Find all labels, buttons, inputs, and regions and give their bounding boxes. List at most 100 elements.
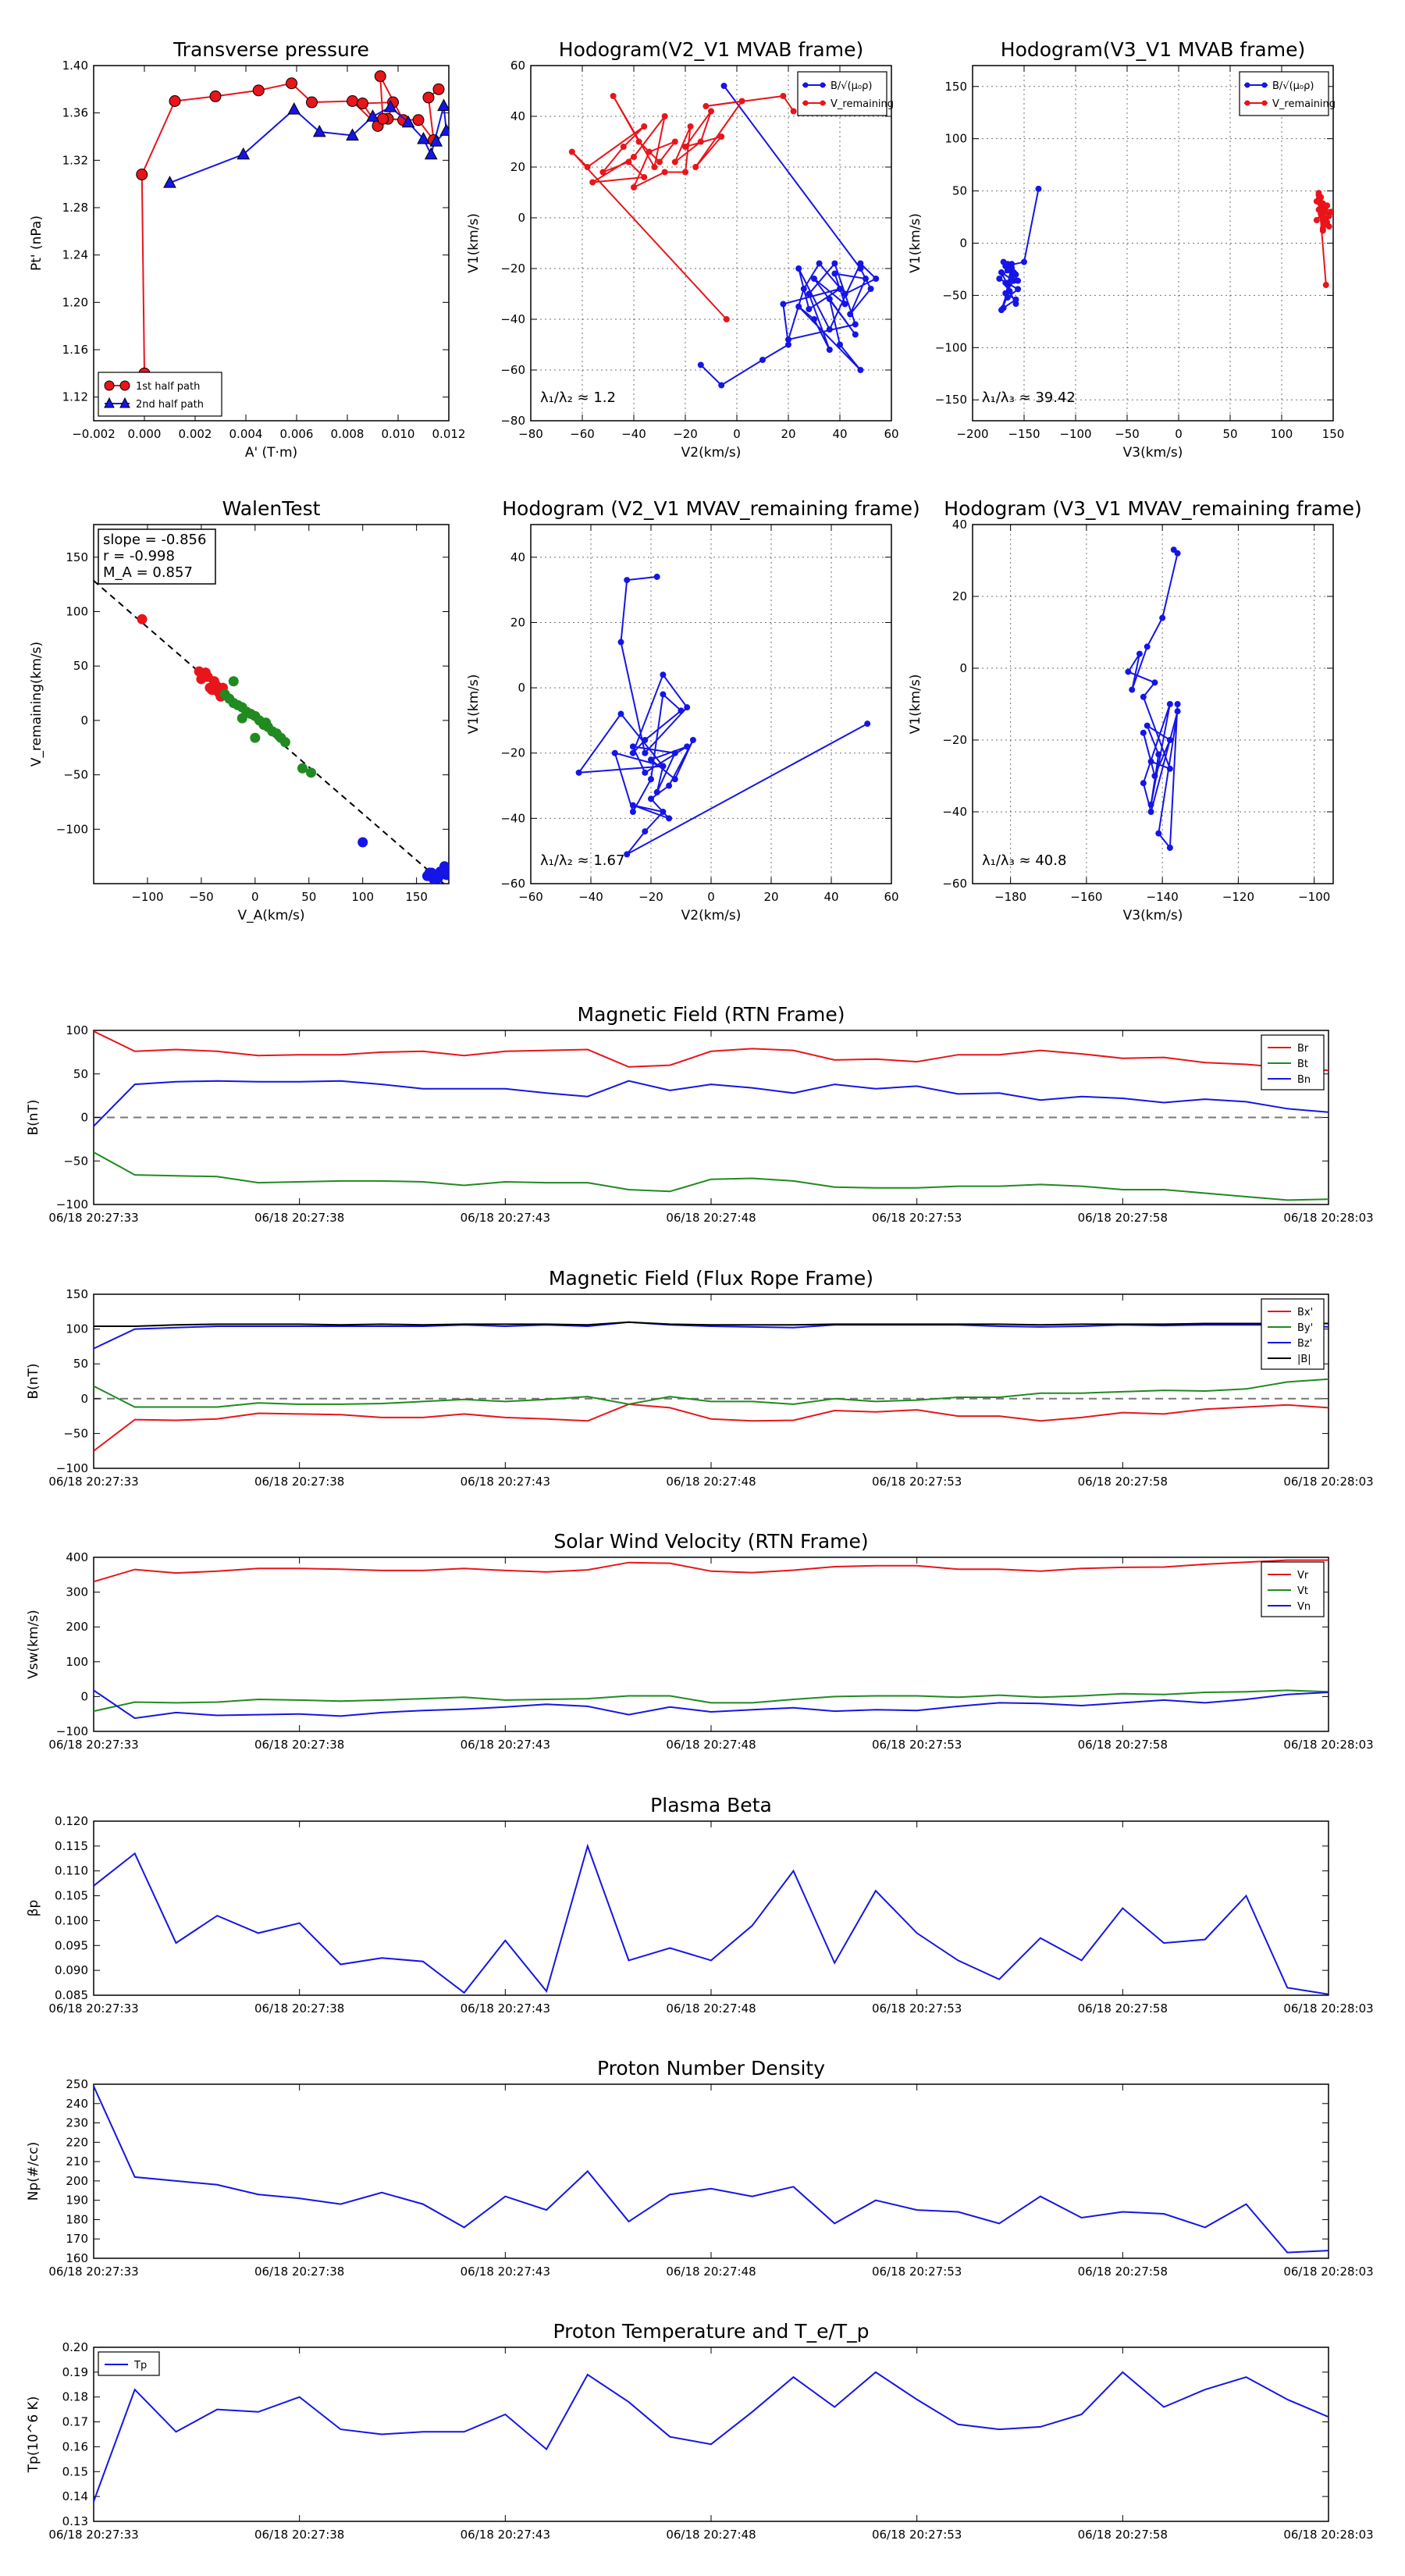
data-point [1318, 194, 1325, 201]
legend-label: Br [1297, 1043, 1309, 1055]
data-point [841, 301, 848, 308]
data-point [1144, 643, 1151, 650]
data-point [1147, 801, 1154, 808]
y-tick-label: 0.095 [55, 1938, 88, 1952]
y-tick-label: 0 [959, 661, 967, 675]
y-tick-label: 20 [952, 589, 967, 603]
data-point [718, 133, 725, 140]
data-point [1166, 737, 1173, 743]
y-axis-label: V_remaining(km/s) [29, 642, 44, 767]
legend-marker [802, 82, 809, 88]
data-point [424, 147, 438, 160]
data-point [575, 769, 582, 776]
y-tick-label: 150 [944, 80, 967, 94]
data-point [1166, 765, 1173, 772]
x-tick-label: −160 [1070, 890, 1102, 904]
series-line-vr [94, 1559, 1329, 1583]
x-tick-label: 0.010 [382, 427, 415, 441]
data-point [237, 147, 251, 160]
data-point [678, 707, 685, 714]
data-point [346, 128, 359, 141]
x-tick-label: 50 [301, 890, 316, 904]
data-point [785, 341, 791, 348]
x-tick-label: 60 [884, 427, 898, 441]
y-tick-label: 0 [80, 1689, 88, 1703]
data-point [617, 710, 624, 717]
data-point [441, 870, 449, 881]
x-tick-label: 06/18 20:27:38 [254, 2001, 344, 2016]
x-tick-label: −200 [956, 427, 988, 441]
data-point [790, 108, 797, 115]
plot-frame [93, 1293, 1329, 1469]
legend-label: B/√(μ₀ρ) [831, 80, 872, 92]
y-tick-label: 0.20 [62, 2340, 88, 2354]
y-tick-label: 0.090 [55, 1963, 88, 1977]
data-point [584, 164, 591, 170]
ratio-annotation: λ₁/λ₂ ≈ 1.2 [540, 390, 616, 406]
x-tick-label: 0.008 [331, 427, 365, 441]
x-tick-label: 06/18 20:27:43 [461, 2528, 550, 2542]
x-tick-label: 0 [1175, 427, 1183, 441]
data-point [666, 782, 673, 789]
chart-h3: −60 −40 −20 0 20 40 60 −60 −40 −20 0 20 40 Hodogram (… [466, 497, 920, 923]
data-point [432, 83, 445, 95]
y-tick-label: −20 [500, 262, 525, 276]
stats-box [98, 528, 216, 585]
y-tick-label: 210 [66, 2154, 88, 2169]
series-line-bt [94, 1151, 1329, 1201]
data-point [666, 815, 673, 822]
data-point [1170, 546, 1177, 553]
x-tick-label: −60 [570, 427, 595, 441]
x-tick-label: −180 [994, 890, 1026, 904]
y-tick-label: 100 [66, 1023, 88, 1037]
chart-tpr: 06/18 20:27:33 06/18 20:27:38 06/18 20:27:… [26, 2320, 1374, 2542]
x-tick-label: −50 [189, 890, 214, 904]
data-point [1004, 261, 1011, 268]
y-tick-label: 180 [66, 2212, 88, 2226]
legend-label: Vr [1297, 1570, 1309, 1582]
chart-mag_fr: 06/18 20:27:33 06/18 20:27:38 06/18 20:27:… [26, 1267, 1374, 1489]
x-tick-label: 06/18 20:28:03 [1283, 1738, 1373, 1752]
y-tick-label: 50 [952, 184, 967, 198]
data-point [811, 276, 817, 282]
plot-frame [93, 1557, 1329, 1732]
series-line-trajectory [1126, 549, 1179, 850]
data-point [1322, 282, 1329, 289]
data-point [625, 158, 632, 165]
data-point [261, 717, 272, 728]
y-tick-label: 50 [73, 1067, 88, 1081]
data-point [1140, 729, 1147, 736]
plot-frame [93, 2083, 1329, 2259]
data-point [998, 269, 1005, 276]
data-point [682, 144, 688, 150]
data-point [286, 77, 297, 90]
chart-walen: −100 −50 0 50 100 150 −100 −50 0 50 100 150 WalenTes… [29, 497, 450, 923]
data-point [646, 148, 653, 155]
y-axis-label: V1(km/s) [908, 674, 923, 735]
data-point [1035, 185, 1042, 192]
y-tick-label: 300 [66, 1585, 88, 1599]
legend-label: V_remaining [831, 98, 894, 110]
legend-marker [104, 380, 115, 391]
y-tick-label: 50 [73, 659, 88, 673]
data-point [852, 331, 859, 338]
y-tick-label: 1.28 [62, 201, 88, 215]
x-tick-label: 50 [1222, 427, 1237, 441]
y-tick-label: 100 [944, 132, 967, 146]
data-point [806, 306, 813, 312]
legend-label: Bt [1297, 1059, 1308, 1070]
y-tick-label: 400 [66, 1550, 88, 1564]
legend-marker [1261, 82, 1268, 88]
x-tick-label: 06/18 20:27:33 [48, 1475, 138, 1489]
data-point [653, 573, 660, 580]
x-tick-label: 06/18 20:28:03 [1283, 2001, 1373, 2016]
y-tick-label: 250 [66, 2077, 88, 2091]
plot-area [94, 2371, 1329, 2502]
y-tick-label: 1.36 [62, 106, 88, 120]
data-point [357, 98, 368, 110]
data-point [671, 776, 678, 783]
data-point [412, 114, 425, 126]
series-line-vn [94, 1689, 1329, 1720]
legend-marker [802, 100, 809, 106]
data-point [811, 316, 817, 322]
